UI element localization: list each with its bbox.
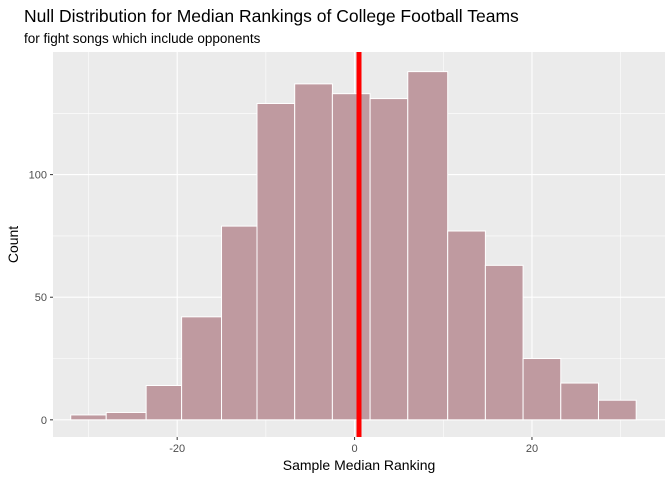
x-axis-title: Sample Median Ranking: [283, 457, 436, 473]
histogram-bar: [256, 102, 296, 421]
histogram-bar: [221, 225, 258, 421]
histogram-bar: [407, 71, 449, 421]
histogram-bar: [181, 316, 223, 421]
histogram-bar: [70, 414, 107, 421]
x-axis: -20 0 20: [169, 437, 538, 455]
chart-title: Null Distribution for Median Rankings of…: [24, 6, 519, 26]
y-tick-label: 100: [29, 170, 47, 182]
histogram-bar: [522, 358, 562, 421]
histogram-bar: [105, 411, 147, 421]
histogram-bar: [145, 385, 183, 421]
histogram-bar: [294, 83, 333, 421]
histogram-bar: [484, 264, 524, 421]
x-tick-label: -20: [169, 443, 185, 455]
x-tick-label: 20: [526, 443, 538, 455]
y-axis: 0 50 100: [29, 170, 53, 427]
histogram-bar: [560, 382, 599, 421]
histogram-bar: [331, 93, 371, 421]
histogram-bar: [447, 230, 486, 421]
y-tick-label: 0: [41, 415, 47, 427]
histogram-bars: [70, 71, 637, 421]
y-tick-label: 50: [35, 292, 47, 304]
histogram-bar: [369, 98, 409, 421]
chart-subtitle: for fight songs which include opponents: [24, 31, 261, 46]
histogram-bar: [597, 399, 637, 421]
y-axis-title: Count: [5, 226, 21, 263]
x-tick-label: 0: [352, 443, 358, 455]
